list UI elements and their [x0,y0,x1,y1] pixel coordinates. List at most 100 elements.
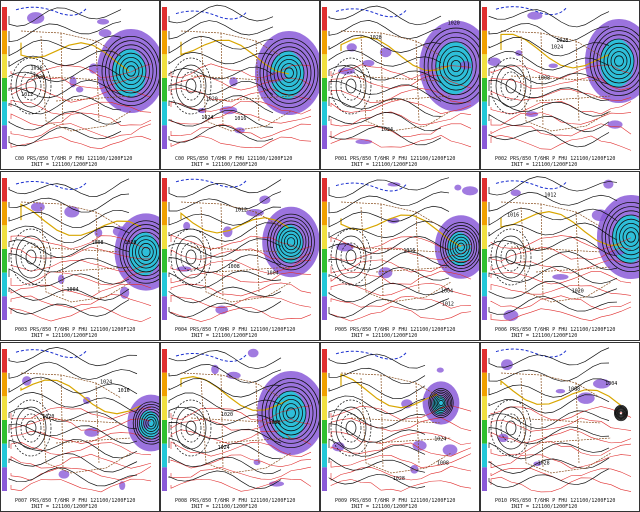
isobar [593,30,639,92]
isobar [457,242,465,252]
isobar [147,419,155,427]
isotherm-line [170,466,312,480]
ensemble-panel: 1028 1008 1004 P003 PRS/850 T/6HR P FHU 121… [0,171,160,341]
isobar [8,253,130,273]
isobar [8,110,122,131]
isotherm-line [490,476,632,493]
isobar [168,95,274,114]
isobar [281,230,301,254]
isobar [434,394,449,412]
pressure-label: 1028 [556,38,568,44]
isobar [328,126,442,146]
isobar [505,249,517,265]
isobar [622,227,639,247]
isobar [141,411,159,435]
isotherm-line [330,405,472,421]
isobar [8,49,122,68]
isobar [345,249,357,265]
isobar [431,36,479,96]
isotherm-line [330,64,472,80]
isotherm-line [330,431,472,445]
isobar [428,388,454,418]
isotherm-line [10,75,152,91]
isobar [328,395,426,414]
isobar [8,423,138,444]
isotherm-line [170,135,312,149]
isobar [261,378,319,448]
colorbar-swatch [162,467,167,491]
pressure-label: 1016 [403,248,415,254]
colorbar-swatch [162,178,167,202]
pressure-label: 1004 [267,271,279,277]
colorbar [322,178,327,320]
isobar [137,406,159,440]
political-borders [500,372,612,474]
isobar [105,40,157,102]
isotherm-line [10,112,152,127]
isobar [168,364,282,384]
isotherm-line [330,99,472,115]
isotherm-line [330,123,472,139]
cold-isotherm [175,352,247,362]
isobar [330,399,372,457]
isobar [443,50,469,82]
isobar [168,66,274,80]
colorbar-swatch [322,125,327,149]
isobar [488,410,610,430]
isobar [345,78,357,94]
isotherm-line [170,271,312,284]
colorbar-swatch [482,420,487,444]
isobar [15,235,47,279]
colorbar-swatch [482,201,487,226]
colorbar-swatch [322,30,327,55]
isobar [328,5,442,26]
isobar [328,266,450,287]
cold-isotherm [495,6,567,16]
isobar [431,391,451,415]
colorbar [322,349,327,491]
pressure-label: 1024 [381,127,393,133]
isobar [488,394,610,414]
precip-area [548,63,558,68]
ensemble-panel: 1008 1004 1012 P004 PRS/850 T/6HR P FHU 121… [160,171,320,341]
isobar [626,231,636,243]
isobar [616,408,626,418]
isobar [450,59,462,73]
isotherm-line [490,406,632,421]
precip-area [577,392,595,404]
colorbar-swatch [322,467,327,491]
isobar [488,222,618,241]
panel-caption: P002 PRS/850 T/6HR P FHU 121100/1200F120 [495,156,616,162]
isobar [122,224,159,280]
isobar [168,222,282,242]
isobar [488,457,610,474]
colorbar-swatch [162,396,167,420]
ensemble-panel: 1024 1028 1008 P002 PRS/850 T/6HR P FHU 121… [480,0,640,170]
isobar [328,34,442,53]
isotherm-line [170,282,312,297]
isobar [8,79,122,99]
political-borders [20,372,132,474]
isobar [615,406,627,420]
isobar [270,217,313,267]
isobar [273,54,305,92]
isobar [119,57,143,86]
isotherm-line [490,428,632,444]
isotherm-line [490,284,632,296]
isobar [8,453,138,473]
isotherm-line [10,306,152,323]
isobar [432,393,450,413]
colorbar [482,7,487,149]
isotherm-line [330,442,472,457]
isotherm-line [170,111,312,125]
colorbar-swatch [162,443,167,468]
panel-caption: P005 PRS/850 T/6HR P FHU 121100/1200F120 [335,327,456,333]
isobar [8,64,122,83]
isobar [328,423,426,443]
isobar [279,399,303,428]
precip-area [462,186,479,196]
isobar [168,378,282,398]
isobar [618,410,624,416]
precip-area [593,378,611,389]
political-borders [20,201,132,303]
